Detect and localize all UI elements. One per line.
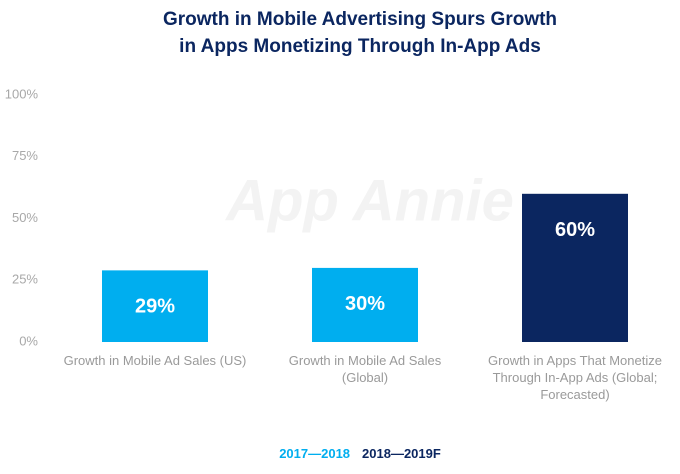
y-tick-label: 25% — [12, 272, 38, 287]
legend: 2017—2018 2018—2019F — [0, 446, 680, 461]
value-label: 60% — [555, 219, 595, 241]
value-label: 29% — [135, 296, 175, 318]
x-tick-label: Growth in Mobile Ad Sales (US) — [63, 353, 247, 368]
x-tick-label: Growth in Mobile Ad Sales (Global) — [288, 353, 442, 385]
value-label: 30% — [345, 293, 385, 315]
watermark: App Annie — [224, 168, 514, 233]
y-tick-label: 0% — [19, 333, 38, 348]
y-tick-label: 50% — [12, 210, 38, 225]
y-tick-label: 100% — [5, 86, 39, 101]
bar — [522, 193, 628, 342]
y-tick-label: 75% — [12, 148, 38, 163]
legend-entry: 2017—2018 — [279, 446, 351, 461]
bar — [102, 270, 208, 342]
bar — [312, 267, 418, 342]
legend-entry: 2018—2019F — [362, 446, 441, 461]
x-tick-label: Growth in Apps That Monetize Through In-… — [488, 353, 662, 402]
chart-title: Growth in Mobile Advertising Spurs Growt… — [162, 9, 558, 57]
